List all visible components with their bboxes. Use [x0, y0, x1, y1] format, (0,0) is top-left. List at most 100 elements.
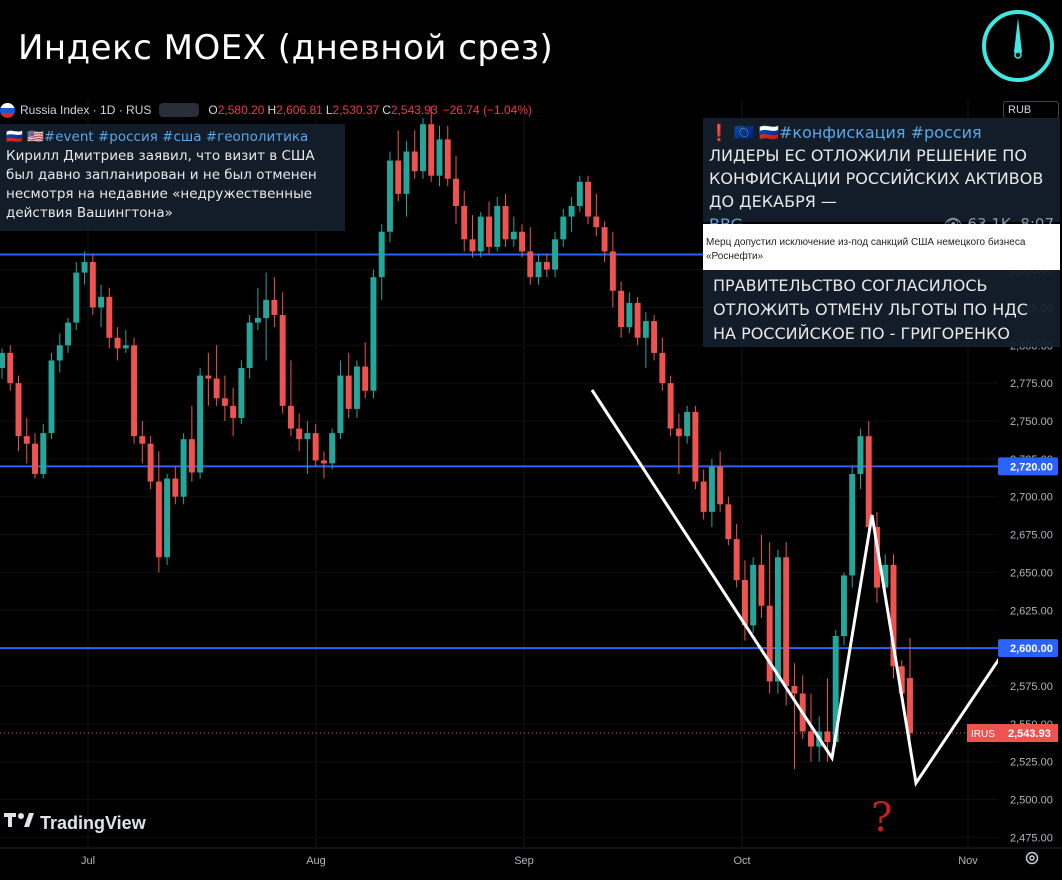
- candle: [271, 277, 278, 328]
- candle-body: [700, 481, 707, 512]
- candle: [370, 269, 377, 399]
- candle: [453, 156, 459, 225]
- level-price-label: 2,600.00: [1010, 643, 1053, 655]
- candle-body: [246, 322, 253, 369]
- candle: [32, 433, 38, 479]
- last-price-ticker: IRUS: [971, 729, 995, 740]
- candle-body: [568, 205, 575, 217]
- candle: [40, 424, 47, 479]
- candle: [840, 572, 847, 646]
- candle-body: [312, 433, 319, 461]
- candle: [560, 209, 567, 247]
- candle: [519, 224, 526, 258]
- russia-flag-icon: [0, 102, 15, 118]
- last-price-ticker-tag: [967, 724, 1000, 743]
- candle-body: [824, 731, 831, 743]
- candle-body: [40, 433, 47, 474]
- compass-logo-icon: [982, 10, 1054, 82]
- candle: [411, 130, 418, 179]
- candle: [750, 557, 757, 633]
- candle-body: [0, 352, 5, 369]
- candle-body: [378, 231, 385, 278]
- open-label: O: [208, 103, 218, 117]
- time-axis: Jul Aug Sep Oct Nov: [0, 847, 1062, 880]
- candle-body: [89, 262, 96, 308]
- candle-body: [750, 564, 757, 626]
- candle-body: [907, 678, 913, 734]
- candle: [122, 330, 129, 353]
- candle: [667, 375, 674, 437]
- level-price-label: 2,720.00: [1010, 461, 1053, 473]
- last-price-label: 2,543.93: [1008, 728, 1051, 740]
- candle: [345, 352, 352, 418]
- candle-body: [618, 290, 625, 328]
- candle-body: [527, 251, 534, 278]
- news-card-vat: ПРАВИТЕЛЬСТВО СОГЛАСИЛОСЬ ОТЛОЖИТЬ ОТМЕН…: [703, 270, 1060, 347]
- currency-selector[interactable]: RUB: [1003, 101, 1059, 119]
- candle-body: [857, 436, 864, 474]
- gear-icon[interactable]: [1024, 850, 1040, 866]
- candle-body: [890, 564, 897, 667]
- candle: [552, 231, 559, 278]
- level-price-tag: [998, 457, 1058, 476]
- last-price-tag: [998, 724, 1058, 743]
- candle: [444, 125, 451, 187]
- candle-body: [362, 366, 369, 391]
- candle: [205, 352, 212, 406]
- candle: [684, 405, 691, 444]
- candle-body: [7, 352, 14, 384]
- candle-body: [188, 439, 195, 473]
- candle: [139, 421, 146, 464]
- candle: [7, 345, 14, 391]
- candle-body: [411, 151, 418, 172]
- candle-body: [428, 124, 435, 176]
- y-tick-label: 2,625.00: [1010, 605, 1053, 617]
- symbol-label[interactable]: Russia Index · 1D · RUS: [20, 103, 152, 117]
- candle-body: [469, 239, 476, 252]
- candle-body: [576, 181, 583, 206]
- candle-body: [535, 262, 542, 278]
- candle: [502, 193, 509, 247]
- y-tick-label: 2,500.00: [1010, 795, 1053, 807]
- question-annotation: ?: [871, 795, 893, 841]
- candle-body: [461, 205, 468, 240]
- y-tick-label: 2,525.00: [1010, 757, 1053, 769]
- candle: [428, 106, 435, 182]
- candle-body: [642, 321, 649, 338]
- tradingview-wordmark: TradingView: [40, 813, 146, 833]
- candle-body: [172, 478, 179, 497]
- candle: [733, 523, 740, 588]
- symbol-header: Russia Index · 1D · RUS O 2,580.20 H 2,606…: [0, 101, 532, 119]
- candle-body: [477, 216, 484, 252]
- candle: [378, 224, 385, 300]
- candle: [114, 327, 121, 361]
- candle: [659, 337, 666, 391]
- candle: [23, 417, 30, 464]
- candle: [287, 360, 294, 437]
- compare-pill[interactable]: [159, 103, 200, 117]
- candle: [362, 342, 369, 399]
- candle: [304, 421, 311, 474]
- candle-body: [345, 375, 352, 409]
- candle-body: [717, 466, 724, 505]
- x-tick-label: Jul: [81, 855, 95, 867]
- candle: [164, 474, 171, 565]
- candle-body: [254, 318, 261, 323]
- candle: [774, 549, 781, 694]
- close-value: 2,543.93: [390, 103, 438, 117]
- candle-body: [684, 411, 691, 437]
- candle-body: [205, 375, 212, 379]
- candle: [238, 360, 245, 425]
- candle-body: [708, 466, 715, 512]
- candle-body: [560, 216, 567, 240]
- open-value: 2,580.20: [217, 103, 265, 117]
- candle-body: [444, 139, 451, 179]
- candle: [791, 663, 798, 770]
- candle: [593, 193, 600, 237]
- candle: [246, 315, 253, 379]
- candle: [585, 175, 592, 225]
- candle: [279, 292, 286, 414]
- candle-body: [874, 526, 880, 588]
- tradingview-logo[interactable]: TradingView: [4, 812, 146, 835]
- candle-body: [164, 478, 171, 558]
